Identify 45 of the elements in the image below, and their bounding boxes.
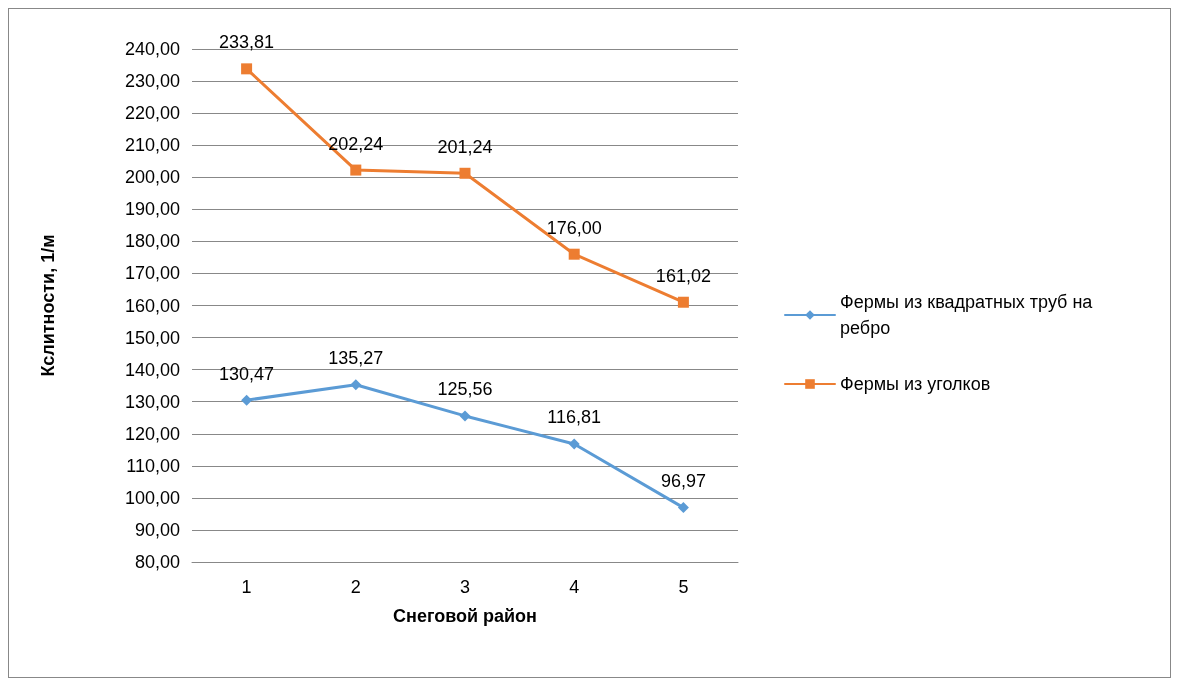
y-tick-label: 180,00: [124, 231, 180, 252]
x-axis-title: Снеговой район: [393, 606, 537, 626]
point: [677, 296, 689, 308]
point: [350, 164, 362, 176]
data-label: 125,56: [437, 379, 493, 400]
legend-label: Фермы из квадратных труб на ребро: [840, 292, 1094, 338]
point: [350, 379, 362, 391]
y-tick-label: 90,00: [134, 519, 180, 540]
x-tick-label: 2: [350, 577, 361, 597]
point: [677, 502, 689, 514]
data-label: 96,97: [660, 471, 706, 492]
y-tick-label: 210,00: [124, 135, 180, 156]
point: [568, 438, 580, 450]
x-tick-label: 5: [678, 577, 689, 597]
y-tick-label: 240,00: [124, 39, 180, 59]
y-tick-label: 200,00: [124, 167, 180, 188]
point: [241, 63, 253, 75]
y-tick-label: 220,00: [124, 103, 180, 124]
data-label: 176,00: [546, 217, 602, 238]
y-tick-label: 80,00: [134, 552, 180, 572]
y-tick-label: 100,00: [124, 487, 180, 508]
data-label: 202,24: [328, 133, 384, 154]
data-label: 130,47: [219, 363, 275, 384]
data-label: 116,81: [547, 407, 602, 428]
point: [459, 410, 471, 422]
y-tick-label: 160,00: [124, 295, 180, 316]
y-axis-title: Кслитности, 1/м: [38, 234, 58, 377]
point: [568, 248, 580, 260]
y-tick-label: 150,00: [124, 327, 180, 348]
x-tick-label: 4: [569, 577, 580, 597]
y-tick-label: 130,00: [124, 391, 180, 412]
data-label: 135,27: [328, 348, 384, 369]
y-tick-label: 190,00: [124, 199, 180, 220]
y-tick-label: 110,00: [126, 455, 180, 476]
y-tick-label: 230,00: [124, 71, 180, 92]
x-tick-label: 1: [241, 577, 252, 597]
legend-label: Фермы из уголков: [840, 374, 991, 394]
y-tick-label: 170,00: [124, 263, 180, 284]
data-label: 161,02: [655, 265, 711, 286]
data-label: 233,81: [219, 32, 275, 53]
data-label: 201,24: [437, 136, 493, 157]
y-tick-label: 140,00: [124, 359, 180, 380]
point: [459, 167, 471, 179]
x-tick-label: 3: [459, 577, 471, 597]
y-tick-label: 120,00: [124, 423, 180, 444]
